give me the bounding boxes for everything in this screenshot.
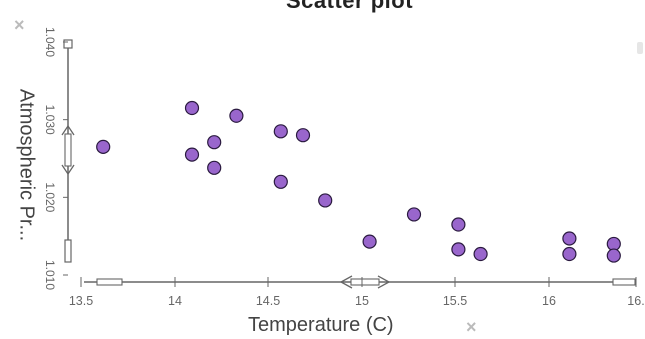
data-point[interactable]	[207, 160, 222, 175]
y-tick-label: 1.010	[43, 260, 57, 290]
drag-handle-icon[interactable]	[64, 133, 72, 167]
drag-handle-icon[interactable]	[63, 39, 73, 49]
data-point[interactable]	[273, 174, 288, 189]
data-point[interactable]	[96, 139, 111, 154]
data-point[interactable]	[562, 246, 577, 262]
x-tick-label: 16.	[627, 294, 644, 308]
data-point[interactable]	[451, 242, 466, 257]
drag-handle-icon[interactable]	[350, 278, 380, 286]
data-point[interactable]	[318, 193, 333, 208]
data-point[interactable]	[473, 246, 488, 262]
axes: 1.010 1.020 1.030 1.040 13.5 14 14.5 15 15.5 16 16…	[43, 27, 645, 308]
drag-handle-icon[interactable]	[339, 275, 391, 289]
x-tick-label: 14	[168, 294, 182, 308]
x-tick-label: 16	[542, 294, 556, 308]
data-point[interactable]	[207, 135, 222, 150]
data-point[interactable]	[229, 108, 244, 123]
data-point[interactable]	[184, 147, 200, 162]
x-tick-label: 15	[355, 294, 369, 308]
y-tick-label: 1.020	[43, 182, 57, 212]
chart-title: Scatter plot	[286, 0, 414, 13]
data-point[interactable]	[295, 128, 311, 143]
x-tick-label: 13.5	[69, 294, 93, 308]
data-points	[96, 100, 621, 263]
data-point[interactable]	[451, 217, 466, 232]
data-point[interactable]	[406, 207, 422, 222]
data-point[interactable]	[606, 248, 621, 263]
y-tick-label: 1.030	[43, 105, 57, 135]
panel-edge	[637, 42, 643, 54]
x-tick-label: 14.5	[256, 294, 280, 308]
drag-handle-icon[interactable]	[96, 278, 123, 286]
x-axis-label[interactable]: Temperature (C)	[248, 314, 394, 336]
drag-handle-icon[interactable]	[612, 278, 636, 286]
close-icon[interactable]: ×	[14, 15, 25, 35]
close-icon[interactable]: ×	[466, 317, 477, 337]
drag-handle-icon[interactable]	[61, 124, 75, 176]
drag-handle-icon[interactable]	[64, 239, 72, 263]
data-point[interactable]	[184, 100, 200, 116]
data-point[interactable]	[273, 124, 288, 139]
data-point[interactable]	[362, 234, 377, 249]
data-point[interactable]	[562, 231, 577, 246]
y-tick-label: 1.040	[43, 27, 57, 57]
x-tick-label: 15.5	[443, 294, 467, 308]
